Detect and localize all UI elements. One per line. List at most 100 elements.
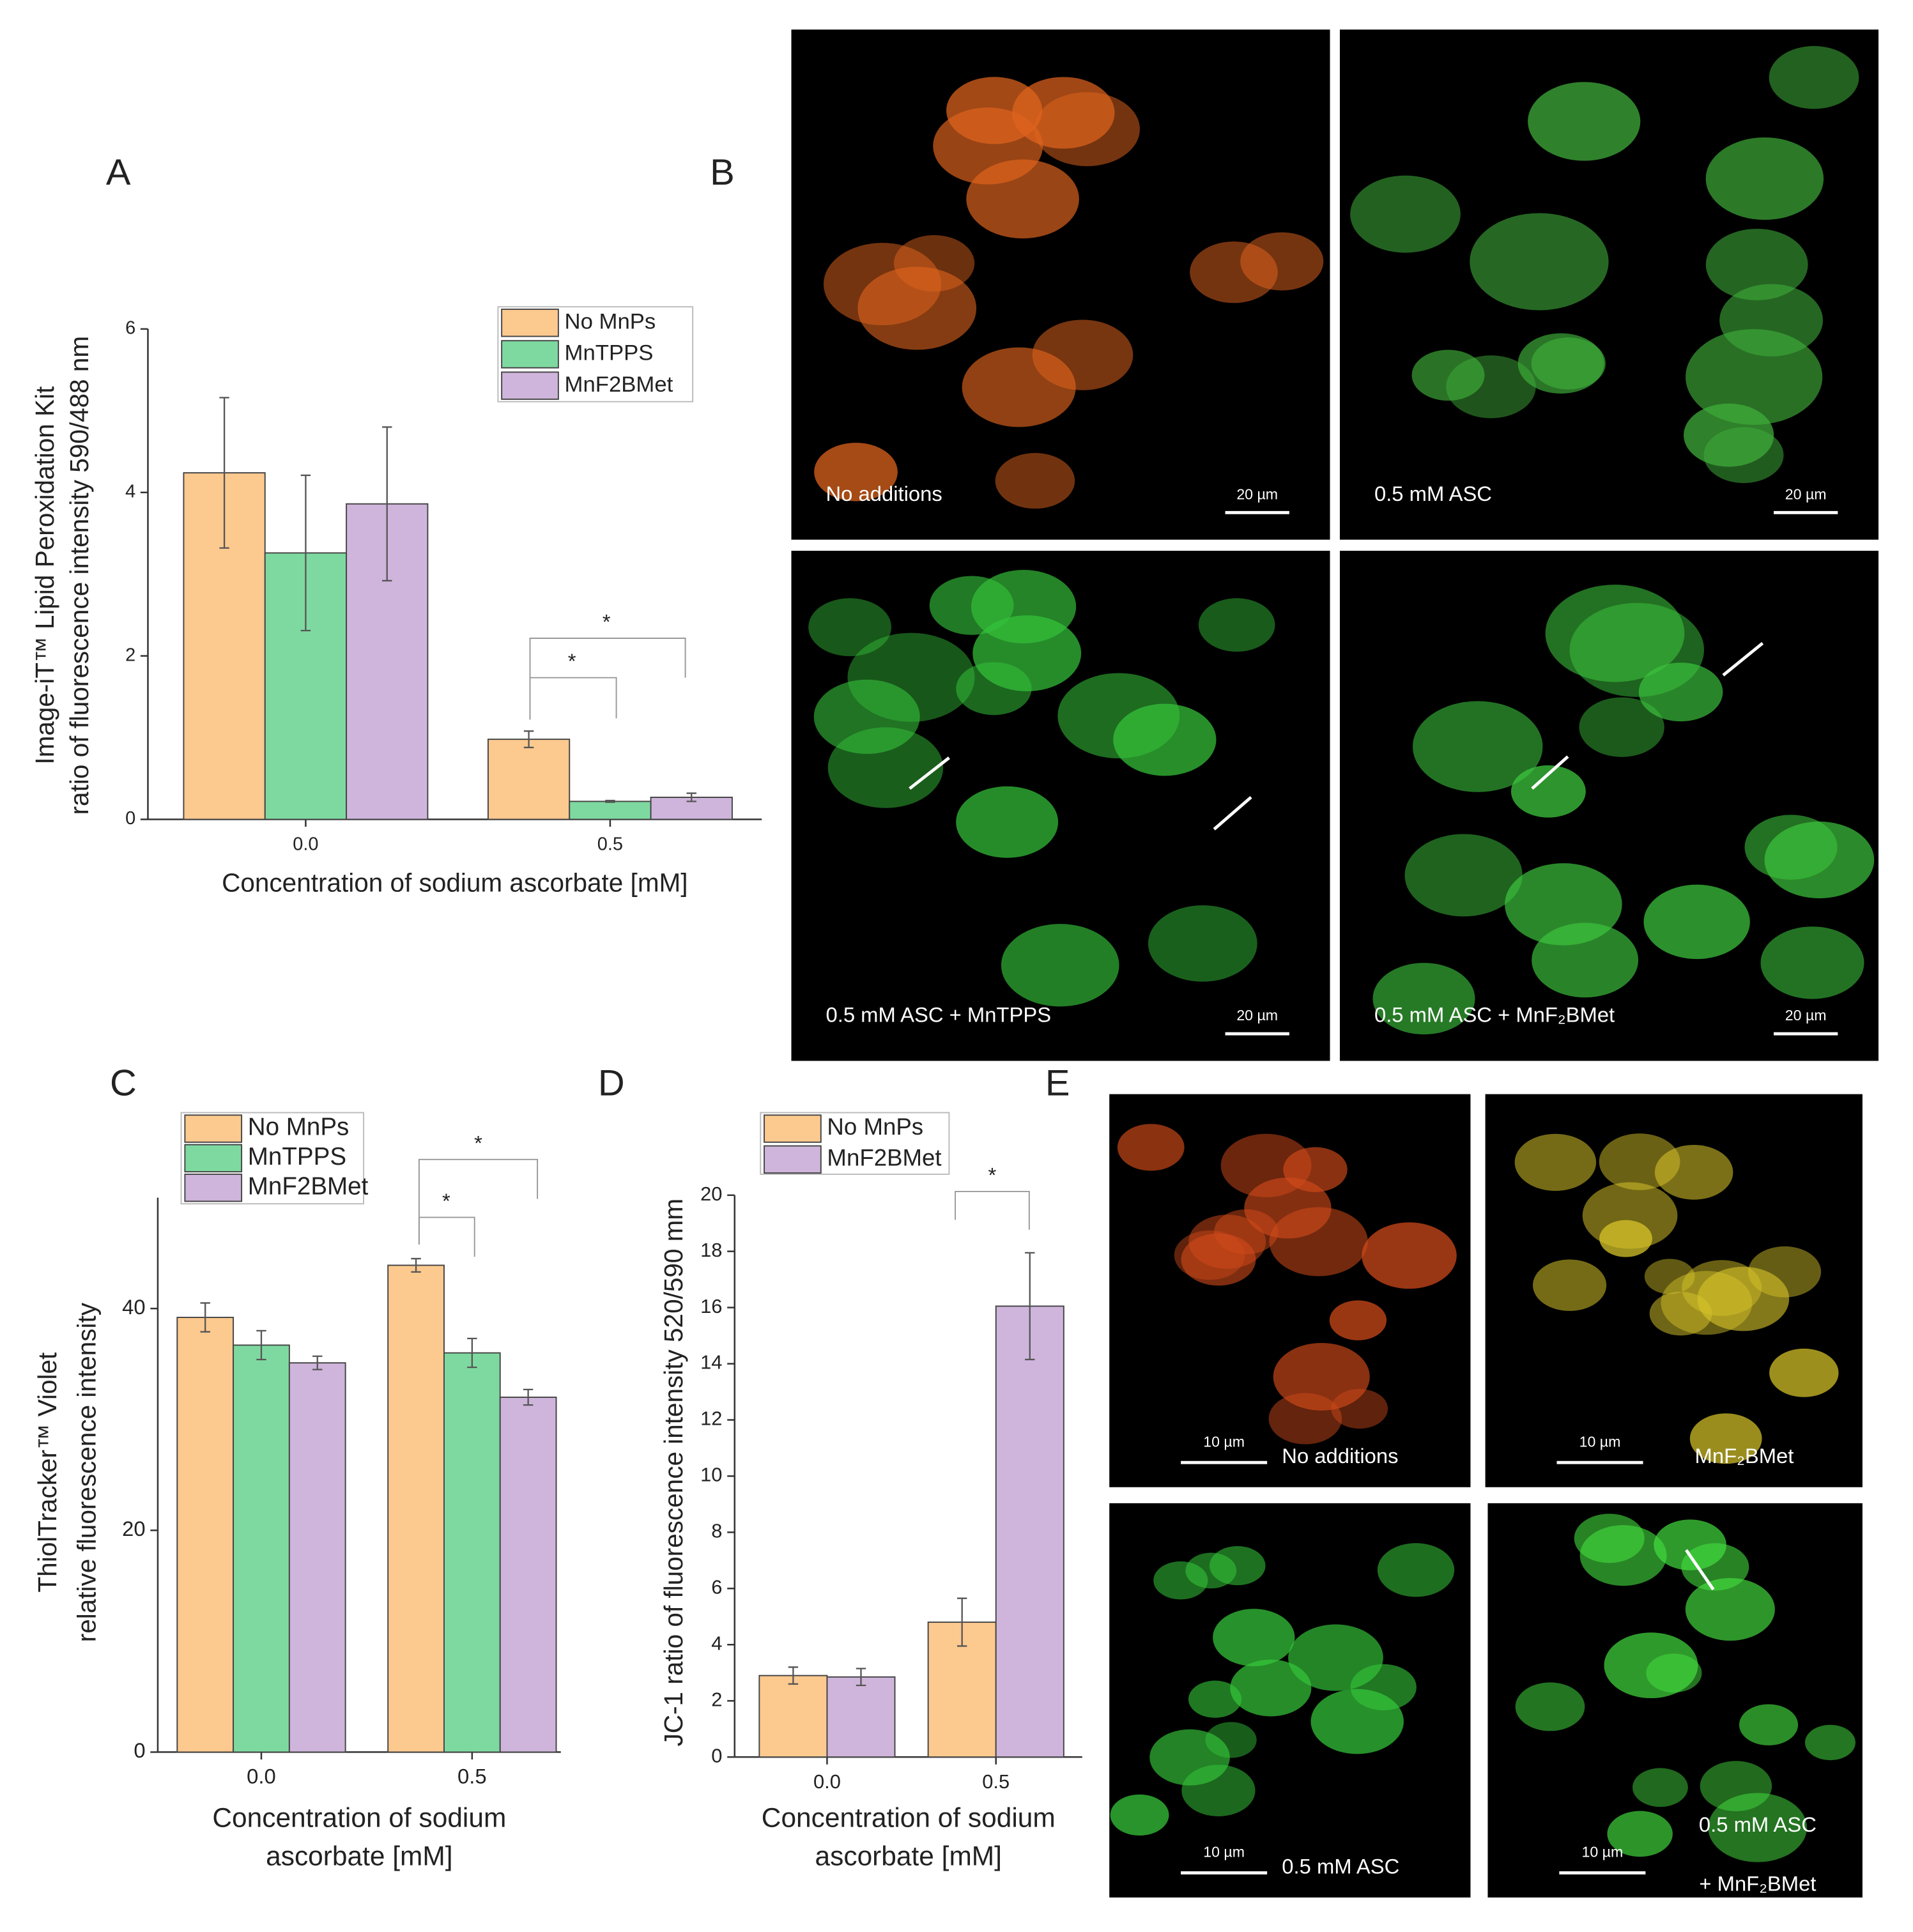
y-tick-label: 4 (125, 481, 135, 502)
cell (929, 576, 1014, 635)
cell (1703, 427, 1784, 484)
y-axis-label: ratio of fluorescence intensity 590/488 … (65, 336, 94, 815)
y-tick-label: 2 (125, 645, 135, 665)
micrograph-label: 0.5 mM ASC + MnTPPS (826, 1003, 1052, 1027)
y-tick-label: 12 (700, 1407, 722, 1430)
scale-bar-label: 20 µm (1236, 1007, 1278, 1023)
scale-bar-label: 10 µm (1203, 1844, 1245, 1860)
error-bar (788, 1666, 799, 1685)
y-axis-label: relative fluorescence intensity (72, 1302, 102, 1642)
legend-swatch (764, 1145, 822, 1174)
error-bar (411, 1257, 421, 1273)
x-tick-label: 0.5 (457, 1765, 487, 1788)
bar (233, 1344, 290, 1753)
bar (758, 1675, 828, 1758)
cell (1654, 1144, 1733, 1200)
cell (1411, 349, 1485, 401)
error-bar (219, 397, 229, 549)
error-bar (686, 792, 696, 802)
legend-swatch (764, 1114, 822, 1143)
panel-label: D (598, 1062, 625, 1103)
legend-swatch (184, 1173, 243, 1202)
cell (808, 598, 892, 657)
cell (1644, 1259, 1695, 1294)
y-tick-label: 16 (700, 1295, 722, 1317)
scale-bar-label: 10 µm (1581, 1844, 1623, 1860)
error-bar (312, 1355, 323, 1370)
error-bar (523, 730, 534, 749)
x-axis-label: ascorbate [mM] (266, 1841, 452, 1871)
cell (1181, 1765, 1256, 1816)
bar (487, 739, 571, 820)
cell (1528, 82, 1641, 161)
y-tick-label: 6 (711, 1575, 722, 1598)
x-tick-label: 0.0 (247, 1765, 276, 1788)
cell (1362, 1222, 1457, 1289)
cell (1708, 1793, 1808, 1862)
cell (1599, 1133, 1680, 1190)
cell (1604, 1632, 1698, 1699)
x-axis-label: Concentration of sodium ascorbate [mM] (222, 868, 688, 897)
cell (1739, 1704, 1799, 1745)
cell (1545, 585, 1685, 682)
cell (1198, 598, 1275, 652)
micrograph-label: + MnF₂BMet (1699, 1871, 1816, 1895)
cell (847, 632, 975, 722)
cell (827, 727, 944, 808)
y-tick-label: 18 (700, 1239, 722, 1261)
error-bar (523, 1388, 534, 1406)
micrograph-label: 0.5 mM ASC (1699, 1813, 1817, 1836)
cell (1599, 1220, 1652, 1257)
cell (1681, 1543, 1749, 1591)
micrograph-label: 0.5 mM ASC (1374, 482, 1492, 505)
y-axis-label: Image-iT™ Lipid Peroxidation Kit (30, 387, 59, 765)
cell (1532, 923, 1639, 998)
cell (1213, 1609, 1295, 1666)
cell (1269, 1207, 1368, 1276)
significance-star: * (474, 1131, 482, 1154)
y-tick-label: 20 (700, 1183, 722, 1205)
bar (826, 1676, 896, 1758)
error-bar (856, 1667, 866, 1687)
cell (1748, 1246, 1822, 1298)
error-bar (382, 426, 392, 582)
legend-label: MnF2BMet (565, 372, 673, 397)
cell (1579, 1525, 1667, 1586)
error-bar (605, 799, 615, 803)
arrow (1685, 1549, 1715, 1591)
cell (1697, 1266, 1790, 1331)
legend-label: MnF2BMet (248, 1172, 369, 1200)
error-bar (956, 1597, 967, 1647)
y-tick-label: 20 (122, 1517, 145, 1540)
cell (1804, 1724, 1855, 1761)
cell (1283, 1147, 1348, 1192)
cell (1350, 175, 1461, 253)
bar (288, 1362, 346, 1753)
x-tick-label: 0.0 (813, 1770, 841, 1793)
scale-bar-label: 10 µm (1203, 1433, 1245, 1450)
error-bar (300, 474, 311, 632)
cell (1377, 1543, 1455, 1597)
micrograph-label: 0.5 mM ASC (1282, 1854, 1399, 1878)
significance-star: * (568, 649, 576, 673)
legend-label: MnTPPS (565, 341, 654, 365)
cell (1214, 1209, 1279, 1255)
x-tick-label: 0.5 (982, 1770, 1010, 1793)
cell (1569, 602, 1704, 697)
significance-bracket (418, 1158, 539, 1245)
cell (1057, 673, 1180, 759)
panel-label: E (1045, 1062, 1070, 1103)
cell (1579, 697, 1664, 757)
cell (1769, 45, 1859, 109)
bar (569, 801, 652, 820)
scale-bar-label: 20 µm (1785, 486, 1827, 502)
cell (1001, 924, 1119, 1007)
cell (1153, 1561, 1208, 1600)
bar (387, 1264, 445, 1753)
cell (1273, 1342, 1370, 1411)
cell (1209, 1545, 1266, 1586)
y-tick-label: 6 (125, 318, 135, 339)
y-tick-label: 2 (711, 1688, 722, 1710)
cell (1148, 905, 1257, 982)
bar (443, 1352, 501, 1753)
